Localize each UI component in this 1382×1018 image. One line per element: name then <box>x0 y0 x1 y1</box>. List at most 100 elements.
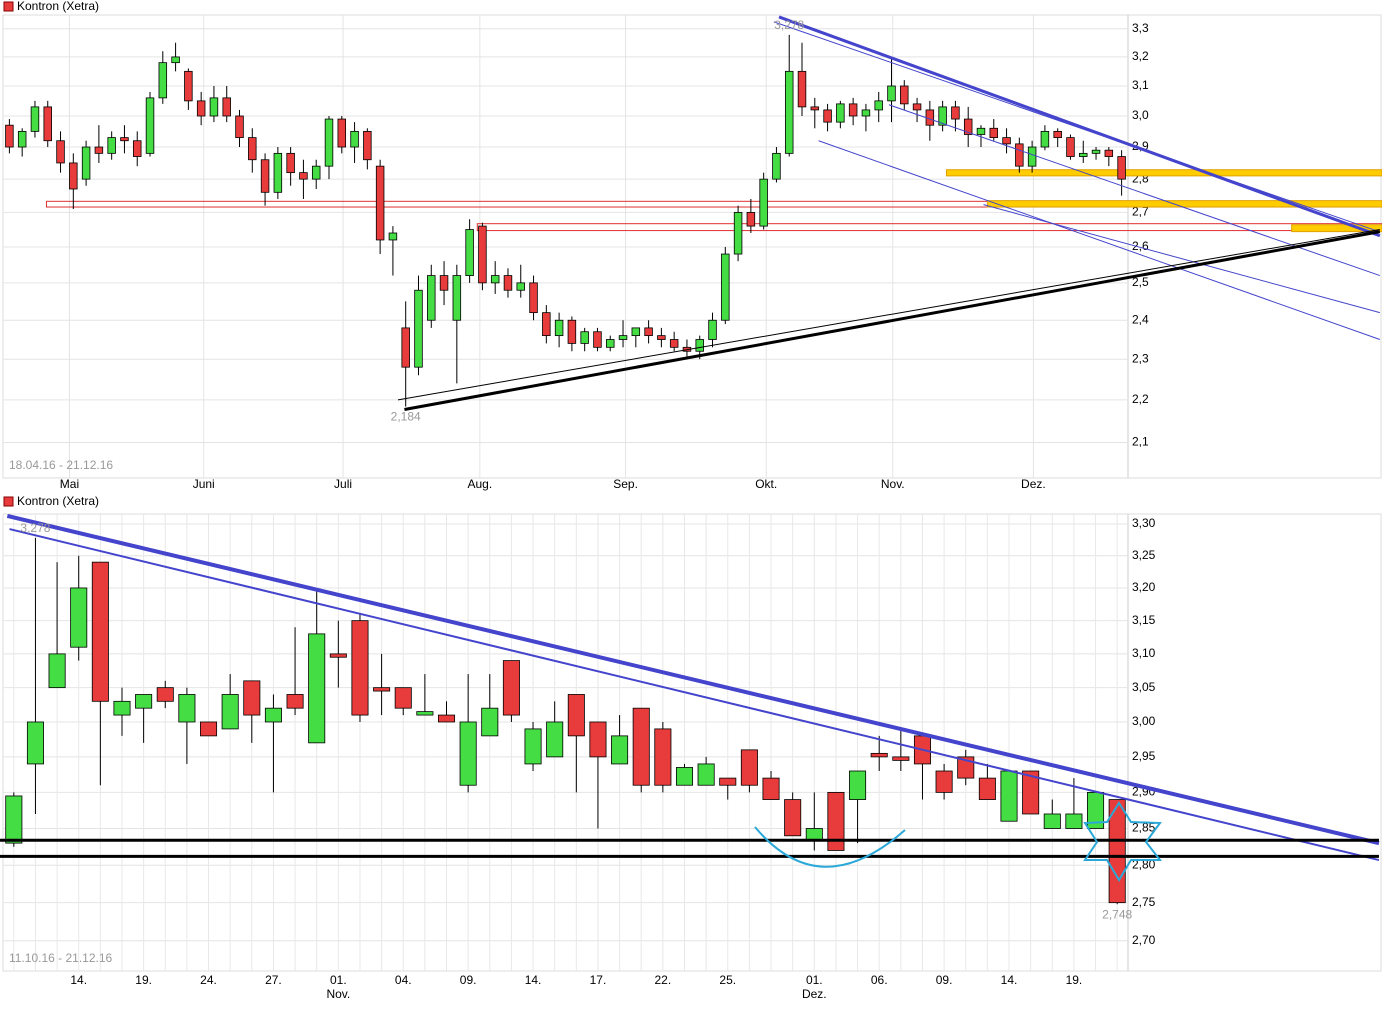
candle-body <box>870 752 888 758</box>
candle-body <box>657 335 666 340</box>
candle-body <box>589 721 607 758</box>
trend-line <box>404 230 1381 411</box>
candle-body <box>1079 152 1088 157</box>
candle-body <box>989 127 999 139</box>
candle-body <box>388 232 398 241</box>
candle-body <box>324 118 334 167</box>
candle-body <box>912 103 922 111</box>
x-tick-label: 04. <box>395 973 412 987</box>
candle-body <box>478 225 487 284</box>
candle-body <box>5 795 23 844</box>
y-tick-label: 2,3 <box>1132 351 1149 365</box>
candle-body <box>1104 149 1114 157</box>
x-tick-label: Juni <box>193 477 215 491</box>
x-tick-label: Mai <box>60 477 79 491</box>
candle-body <box>719 777 737 786</box>
candle-body <box>91 561 109 702</box>
candle-body <box>721 253 730 321</box>
y-tick-label: 3,0 <box>1132 108 1149 122</box>
candle-body <box>56 140 65 164</box>
candle-body <box>654 728 672 786</box>
candle-body <box>529 282 538 314</box>
x-month-label: Dez. <box>802 987 827 1001</box>
candle-body <box>437 714 456 723</box>
candle-body <box>17 130 27 148</box>
panel: Kontron (Xetra)3,33,23,13,02,92,82,72,62… <box>2 0 1382 491</box>
candle-body <box>546 721 564 758</box>
x-tick-label: 01. <box>330 973 347 987</box>
candle-body <box>951 106 960 120</box>
candle-body <box>184 70 193 102</box>
candle-body <box>221 694 239 730</box>
y-tick-label: 2,70 <box>1132 933 1156 947</box>
candle-body <box>618 335 628 340</box>
candle-body <box>156 687 174 702</box>
candle-body <box>606 339 615 348</box>
y-tick-label: 2,95 <box>1132 749 1156 763</box>
candle-body <box>273 152 283 193</box>
trend-line <box>773 21 1381 233</box>
x-tick-label: 14. <box>525 973 542 987</box>
candle-body <box>810 106 820 111</box>
candle-body <box>351 620 369 716</box>
candle-body <box>1040 130 1050 148</box>
candle-body <box>669 339 679 348</box>
candle-body <box>107 137 116 154</box>
x-tick-label: 17. <box>590 973 607 987</box>
candle-body <box>222 97 231 117</box>
chart-title: Kontron (Xetra) <box>17 0 99 13</box>
candle-body <box>1066 137 1075 157</box>
date-range: 18.04.16 - 21.12.16 <box>9 458 113 472</box>
candle-body <box>675 767 694 786</box>
candle-body <box>567 319 577 344</box>
candle-body <box>1065 813 1083 829</box>
trend-line <box>9 528 1380 862</box>
star-marker <box>1083 801 1163 882</box>
candle-body <box>978 777 996 800</box>
x-tick-label: 19. <box>135 973 152 987</box>
candle-body <box>375 165 385 241</box>
y-tick-label: 3,15 <box>1132 613 1156 627</box>
x-tick-label: 14. <box>1001 973 1018 987</box>
candle-body <box>823 109 832 123</box>
y-tick-label: 2,1 <box>1132 435 1149 449</box>
x-tick-label: 14. <box>70 973 87 987</box>
y-tick-label: 2,4 <box>1132 312 1149 326</box>
candle-body <box>644 327 653 337</box>
x-tick-label: Okt. <box>755 477 777 491</box>
candle-body <box>848 103 858 117</box>
candle-body <box>976 127 986 135</box>
candle-body <box>416 711 434 716</box>
candle-body <box>1117 156 1126 180</box>
y-tick-label: 2,2 <box>1132 392 1149 406</box>
candle-body <box>887 85 896 102</box>
candle-body <box>695 339 704 352</box>
x-tick-label: 25. <box>719 973 736 987</box>
candle-body <box>827 791 845 851</box>
candle-body <box>631 327 641 337</box>
candle-body <box>1043 813 1061 829</box>
y-tick-label: 2,7 <box>1132 205 1149 219</box>
trend-line <box>778 15 1381 238</box>
candle-body <box>797 70 807 108</box>
x-tick-label: Dez. <box>1021 477 1046 491</box>
candle-body <box>286 694 304 709</box>
candle-body <box>158 62 168 99</box>
candle-body <box>235 115 244 139</box>
y-tick-label: 3,20 <box>1132 580 1156 594</box>
x-tick-label: 24. <box>200 973 217 987</box>
plot-content <box>0 514 1380 905</box>
x-tick-label: 09. <box>460 973 477 987</box>
x-tick-label: 22. <box>655 973 672 987</box>
annotation-shapes <box>754 801 1163 882</box>
candle-body <box>1027 146 1037 167</box>
plot-area <box>2 513 1382 972</box>
candle-body <box>465 229 474 276</box>
candle-body <box>209 97 219 117</box>
candle-body <box>516 282 525 291</box>
candle-body <box>94 146 104 154</box>
y-tick-label: 3,30 <box>1132 516 1156 530</box>
plot-content <box>5 15 1382 411</box>
chart-title: Kontron (Xetra) <box>17 494 99 508</box>
x-tick-label: Juli <box>334 477 352 491</box>
